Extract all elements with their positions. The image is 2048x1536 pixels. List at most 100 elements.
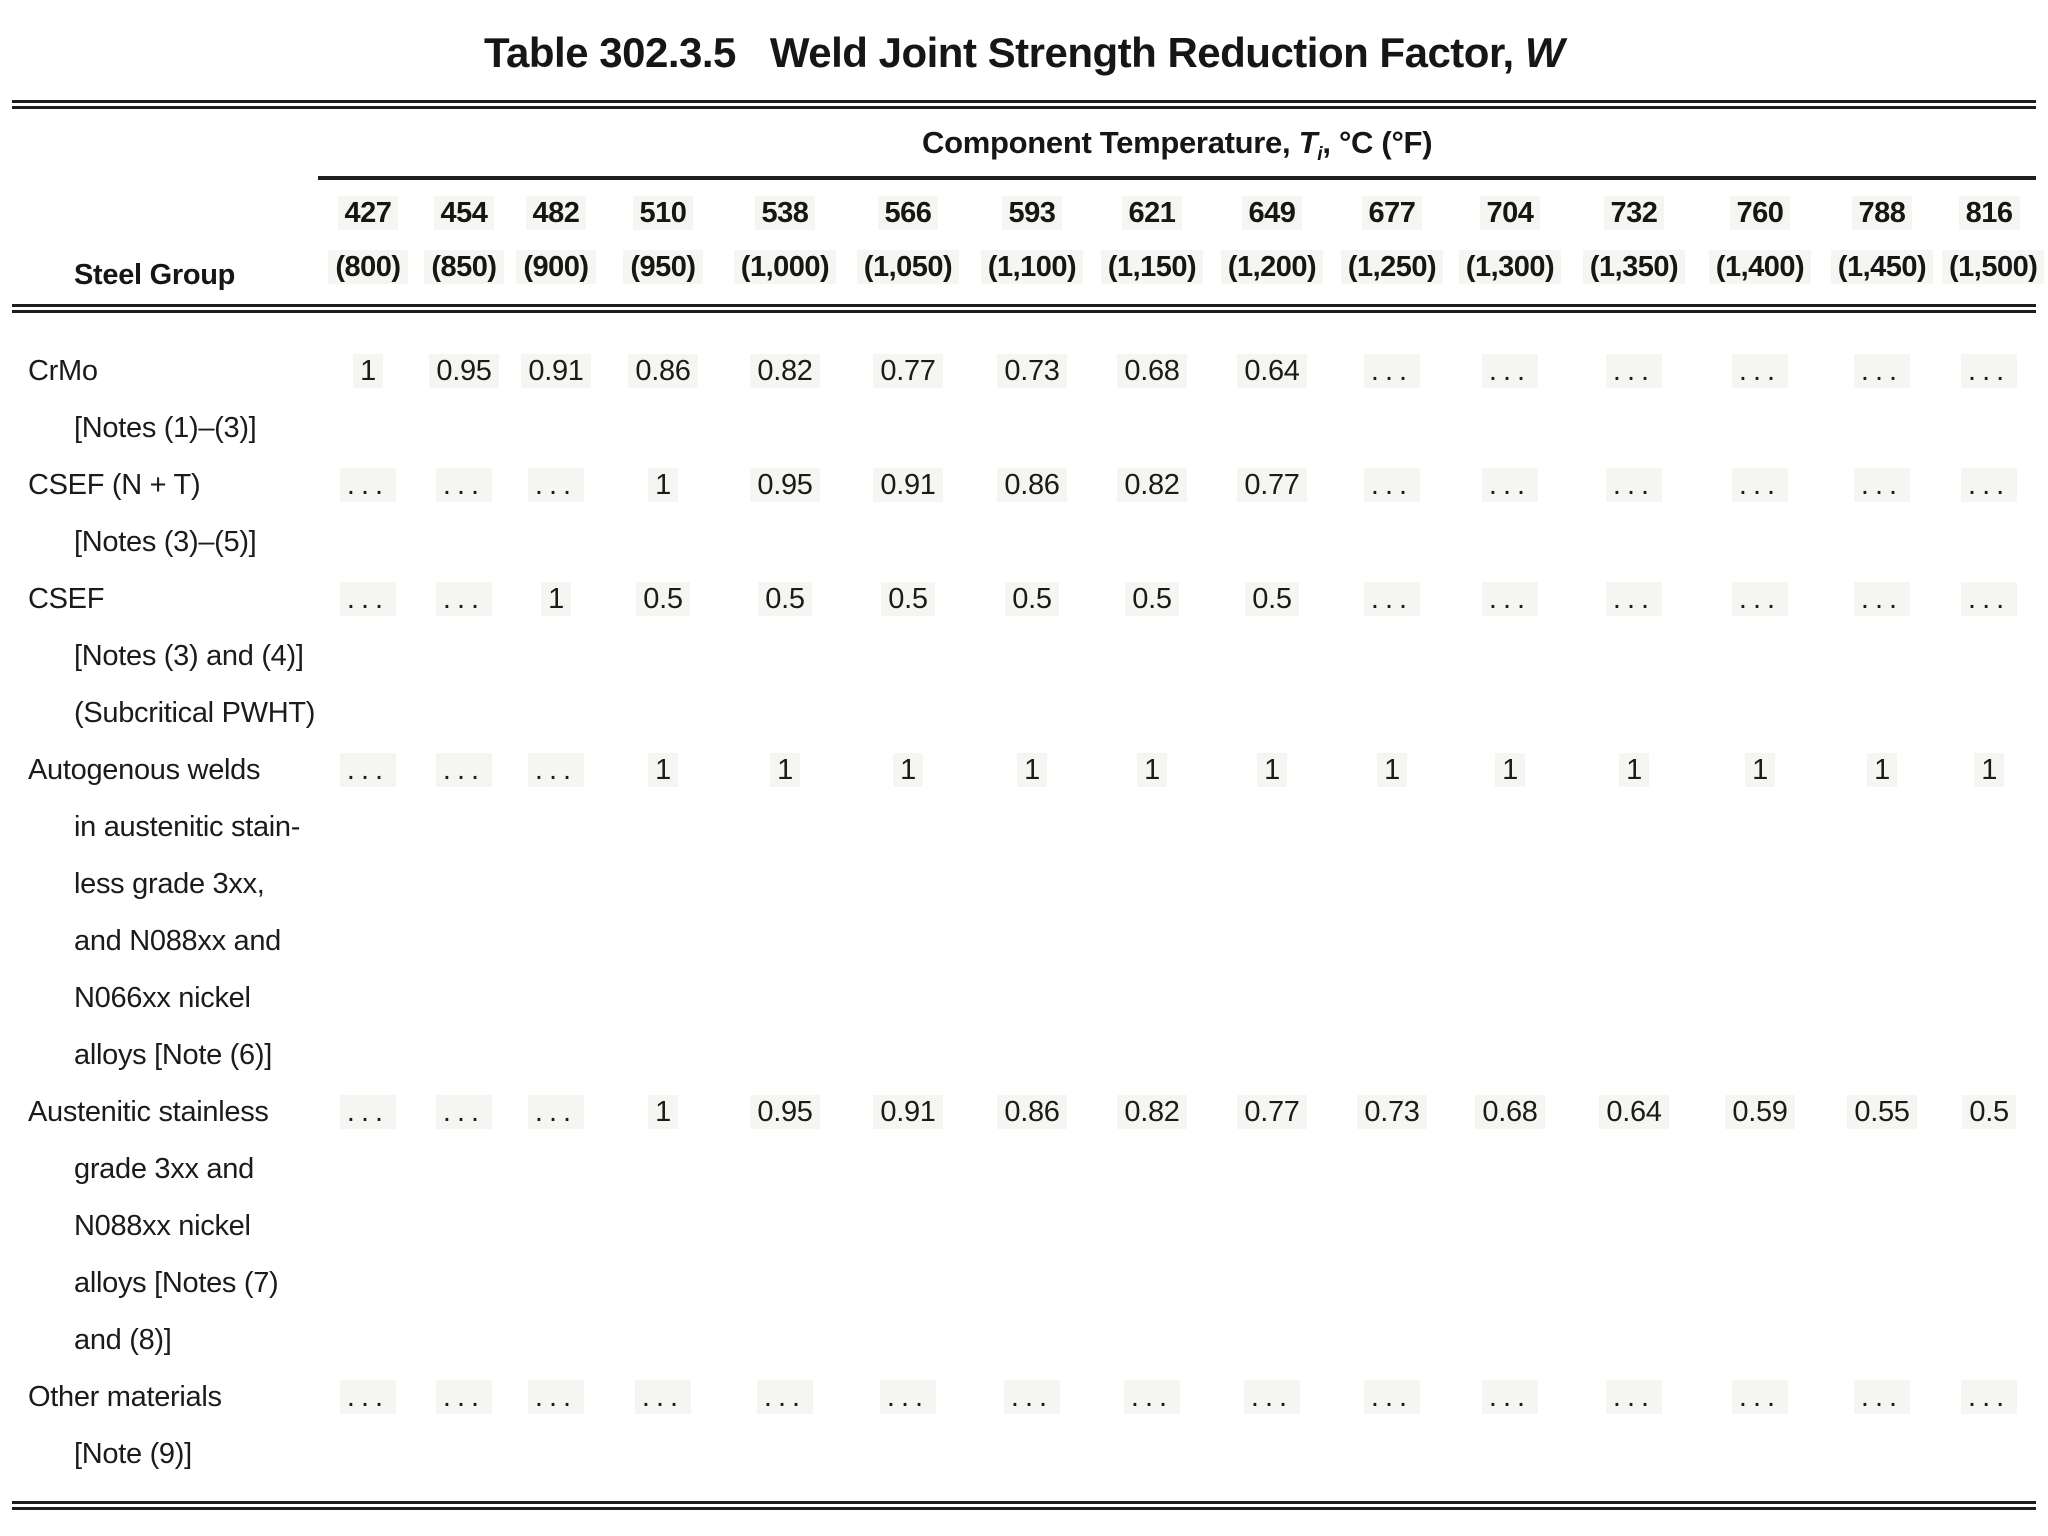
w-factor-cell: 1 — [602, 1084, 724, 1369]
w-factor-value: 1 — [1377, 753, 1407, 788]
w-factor-cell: ... — [1698, 457, 1822, 571]
w-factor-value: 0.68 — [1475, 1095, 1545, 1130]
steel-group-label: Autogenous welds in austenitic stain-less… — [12, 742, 318, 1084]
w-factor-cell: 0.77 — [1210, 457, 1334, 571]
w-factor-value: 0.95 — [429, 354, 499, 389]
temp-column-header: 454 (850) — [418, 178, 510, 314]
empty-cell-dots: ... — [1731, 468, 1789, 503]
w-factor-cell: 0.91 — [846, 1084, 970, 1369]
label-first-line: CSEF — [28, 583, 105, 616]
w-factor-cell: 0.5 — [970, 571, 1094, 742]
w-factor-cell: 0.82 — [1094, 1084, 1210, 1369]
w-symbol: W — [1524, 29, 1565, 76]
empty-cell-dots: ... — [1605, 354, 1663, 389]
w-factor-cell: ... — [418, 457, 510, 571]
w-factor-cell: 1 — [1942, 742, 2036, 1084]
steel-group-row: CSEF (N + T) [Notes (3)–(5)]......... 1 0.9… — [12, 457, 2036, 571]
w-factor-value: 0.5 — [1962, 1095, 2016, 1130]
w-factor-cell: ... — [1822, 1369, 1942, 1506]
empty-cell-dots: ... — [1605, 468, 1663, 503]
empty-cell-dots: ... — [435, 468, 493, 503]
w-factor-value: 0.59 — [1725, 1095, 1795, 1130]
w-factor-cell: 0.95 — [418, 309, 510, 458]
empty-cell-dots: ... — [1363, 582, 1421, 617]
empty-cell-dots: ... — [1481, 1380, 1539, 1415]
w-factor-value: 0.91 — [873, 468, 943, 503]
w-factor-cell: ... — [318, 457, 418, 571]
empty-cell-dots: ... — [1481, 468, 1539, 503]
label-continuation-line: grade 3xx and — [74, 1153, 254, 1186]
w-factor-value: 1 — [1974, 753, 2005, 788]
w-factor-cell: 0.5 — [1210, 571, 1334, 742]
label-continuation-line: (Subcritical PWHT) — [74, 697, 316, 730]
w-factor-cell: ... — [1942, 1369, 2036, 1506]
w-factor-cell: ... — [1942, 309, 2036, 458]
w-factor-cell: 0.5 — [1942, 1084, 2036, 1369]
w-factor-cell: ... — [1450, 309, 1570, 458]
w-factor-value: 0.91 — [521, 354, 591, 389]
label-first-line: Autogenous welds — [28, 754, 261, 787]
temp-column-header: 427 (800) — [318, 178, 418, 314]
w-factor-cell: 1 — [602, 742, 724, 1084]
table-number: Table 302.3.5 — [484, 29, 736, 76]
w-factor-cell: ... — [1698, 1369, 1822, 1506]
w-factor-value: 1 — [1257, 753, 1287, 788]
label-continuation-line: alloys [Notes (7) — [74, 1267, 279, 1300]
empty-cell-dots: ... — [1731, 1380, 1789, 1415]
w-factor-cell: ... — [1334, 457, 1450, 571]
temp-column-header: 510 (950) — [602, 178, 724, 314]
label-continuation-line: [Note (9)] — [74, 1438, 192, 1471]
w-factor-cell: 0.5 — [1094, 571, 1210, 742]
label-continuation-line: [Notes (3)–(5)] — [74, 526, 257, 559]
empty-cell-dots: ... — [1961, 468, 2018, 503]
w-factor-cell: 0.86 — [602, 309, 724, 458]
empty-cell-dots: ... — [435, 753, 493, 788]
steel-group-row: CSEF [Notes (3) and (4)] (Subcritical PWHT… — [12, 571, 2036, 742]
temp-column-header: 816 (1,500) — [1942, 178, 2045, 314]
spanner-header-row: Component Temperature, Ti, °C (°F) — [12, 109, 2037, 181]
w-factor-value: 0.77 — [873, 354, 943, 389]
empty-cell-dots: ... — [1003, 1380, 1061, 1415]
w-factor-cell: ... — [1570, 309, 1698, 458]
w-factor-value: 0.73 — [997, 354, 1067, 389]
steel-group-row: Austenitic stainless grade 3xx and N088xx … — [12, 1084, 2036, 1369]
w-factor-value: 0.82 — [1117, 1095, 1187, 1130]
w-factor-cell: 0.5 — [724, 571, 846, 742]
w-factor-cell: ... — [970, 1369, 1094, 1506]
empty-cell-dots: ... — [1961, 354, 2018, 389]
w-factor-cell: 0.77 — [1210, 1084, 1334, 1369]
w-factor-value: 1 — [1619, 753, 1649, 788]
empty-cell-dots: ... — [1605, 1380, 1663, 1415]
w-factor-value: 1 — [893, 753, 923, 788]
w-factor-cell: 0.91 — [510, 309, 602, 458]
w-factor-cell: ... — [1334, 309, 1450, 458]
w-factor-cell: 0.95 — [724, 457, 846, 571]
empty-cell-dots: ... — [527, 753, 585, 788]
w-factor-value: 1 — [1137, 753, 1167, 788]
temp-header-prefix: Component Temperature, — [922, 125, 1299, 160]
w-factor-cell: ... — [1094, 1369, 1210, 1506]
label-first-line: CSEF (N + T) — [28, 469, 201, 502]
w-factor-cell: 0.82 — [724, 309, 846, 458]
w-factor-value: 0.64 — [1599, 1095, 1669, 1130]
temp-column-header: 538 (1,000) — [724, 178, 846, 314]
empty-cell-dots: ... — [339, 1095, 397, 1130]
empty-cell-dots: ... — [1853, 582, 1911, 617]
steel-group-label: Other materials [Note (9)] — [12, 1369, 318, 1506]
w-factor-value: 0.5 — [758, 582, 812, 617]
w-factor-cell: ... — [318, 1369, 418, 1506]
label-continuation-line: less grade 3xx, — [74, 868, 265, 901]
label-continuation-line: alloys [Note (6)] — [74, 1039, 272, 1072]
empty-cell-dots: ... — [339, 753, 397, 788]
w-factor-value: 0.5 — [1005, 582, 1059, 617]
temp-column-header: 760 (1,400) — [1698, 178, 1822, 314]
steel-group-column-header: Steel Group — [12, 178, 318, 314]
temp-symbol: Ti — [1298, 125, 1323, 166]
w-factor-cell: ... — [1942, 457, 2036, 571]
empty-cell-dots: ... — [527, 468, 585, 503]
w-factor-cell: 1 — [846, 742, 970, 1084]
w-factor-cell: 0.86 — [970, 457, 1094, 571]
empty-cell-dots: ... — [1853, 354, 1911, 389]
temp-column-header: 649 (1,200) — [1210, 178, 1334, 314]
w-factor-cell: 1 — [1570, 742, 1698, 1084]
